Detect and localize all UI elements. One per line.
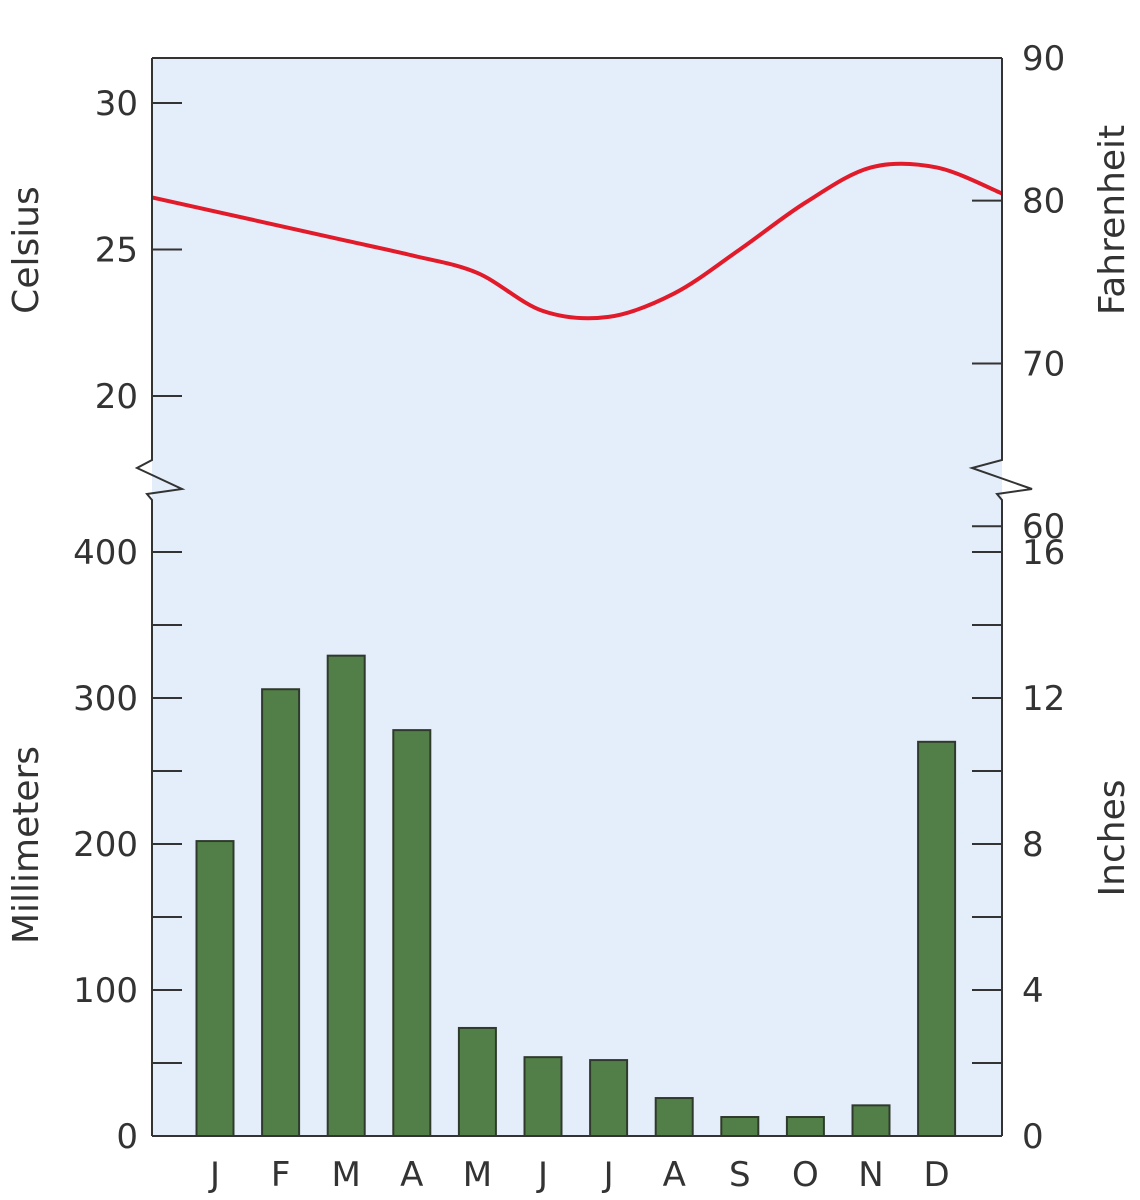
month-label-2: F [271, 1155, 291, 1195]
inch-tick-label-4: 4 [1022, 971, 1044, 1011]
mm-tick-label-300: 300 [73, 679, 138, 719]
month-label-11: N [858, 1155, 883, 1195]
celsius-tick-label-25: 25 [95, 231, 138, 271]
mm-tick-label-400: 400 [73, 533, 138, 573]
mm-tick-label-200: 200 [73, 825, 138, 865]
celsius-axis-title: Celsius [6, 186, 47, 314]
left-axis [134, 58, 186, 1136]
precip-bar-2 [261, 688, 301, 1137]
month-label-12: D [924, 1155, 950, 1195]
month-label-8: A [663, 1155, 686, 1195]
fahrenheit-tick-label-80: 80 [1022, 182, 1065, 222]
inches-axis-title: Inches [1092, 780, 1133, 897]
inch-tick-label-12: 12 [1022, 679, 1065, 719]
precip-bar-9 [720, 1116, 760, 1138]
fahrenheit-axis-title: Fahrenheit [1092, 125, 1133, 315]
month-label-7: J [602, 1155, 614, 1195]
month-label-9: S [729, 1155, 751, 1195]
precip-bar-1 [195, 840, 235, 1138]
month-label-6: J [536, 1155, 548, 1195]
temperature-line [151, 161, 1003, 321]
precip-bar-5 [457, 1026, 497, 1137]
month-label-3: M [332, 1155, 361, 1195]
fahrenheit-tick-label-60: 60 [1022, 507, 1065, 547]
precip-bar-6 [523, 1056, 563, 1138]
month-label-10: O [792, 1155, 819, 1195]
inch-tick-label-16: 16 [1022, 533, 1065, 573]
precip-bar-10 [785, 1116, 825, 1138]
inch-tick-label-0: 0 [1022, 1117, 1044, 1157]
mm-tick-label-100: 100 [73, 971, 138, 1011]
fahrenheit-tick-label-90: 90 [1022, 39, 1065, 79]
right-axis [968, 58, 1033, 1136]
inch-tick-label-8: 8 [1022, 825, 1044, 865]
precip-bar-4 [392, 729, 432, 1137]
precip-bar-11 [851, 1104, 891, 1137]
month-label-5: M [463, 1155, 492, 1195]
month-label-1: J [208, 1155, 220, 1195]
precip-bar-7 [589, 1059, 629, 1137]
celsius-tick-label-20: 20 [95, 377, 138, 417]
fahrenheit-tick-label-70: 70 [1022, 344, 1065, 384]
celsius-tick-label-30: 30 [95, 84, 138, 124]
millimeters-axis-title: Millimeters [6, 746, 47, 944]
precip-bar-8 [654, 1097, 694, 1138]
precip-bar-12 [917, 740, 957, 1137]
mm-tick-label-0: 0 [116, 1117, 138, 1157]
month-label-4: A [400, 1155, 423, 1195]
precip-bar-3 [326, 654, 366, 1137]
